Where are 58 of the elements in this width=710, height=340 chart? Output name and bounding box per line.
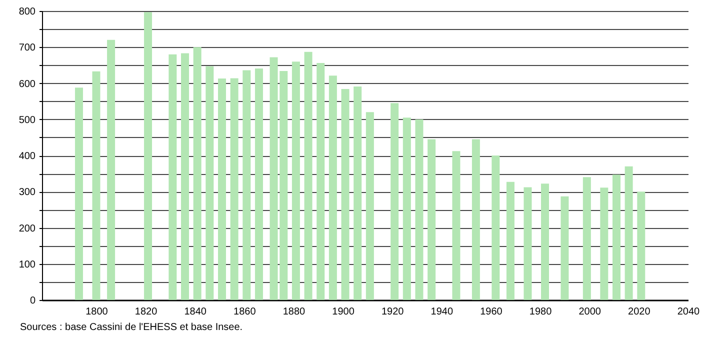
bar xyxy=(230,78,238,300)
bar xyxy=(168,54,177,300)
x-tick-label: 1920 xyxy=(381,306,404,318)
bar xyxy=(74,88,83,300)
bar xyxy=(492,156,500,300)
bar xyxy=(206,66,214,300)
bar xyxy=(524,187,532,300)
bar xyxy=(304,52,312,300)
bar xyxy=(341,89,350,300)
bar xyxy=(506,182,514,300)
bar xyxy=(292,62,300,300)
y-tick-label: 300 xyxy=(18,187,36,198)
bar xyxy=(316,63,325,300)
bar xyxy=(560,196,569,300)
bar xyxy=(242,70,251,300)
bar xyxy=(402,118,411,300)
y-tick-label: 100 xyxy=(18,259,36,270)
bar xyxy=(218,78,226,300)
bar xyxy=(452,151,460,300)
x-tick-label: 1820 xyxy=(134,306,158,318)
x-tick-label: 1860 xyxy=(234,306,256,318)
bar xyxy=(600,188,608,300)
x-tick-label: 2000 xyxy=(578,306,602,318)
x-tick-label: 2040 xyxy=(677,306,700,318)
x-tick-label: 1880 xyxy=(282,306,306,318)
x-tick-label: 1800 xyxy=(86,306,108,318)
bar xyxy=(612,174,620,300)
bar xyxy=(92,71,100,300)
y-tick-label: 700 xyxy=(18,42,36,54)
y-tick-label: 0 xyxy=(30,296,36,306)
x-tick-label: 1840 xyxy=(184,306,207,318)
bar xyxy=(390,103,399,300)
bar xyxy=(193,47,202,300)
bar xyxy=(582,177,591,300)
bar xyxy=(472,139,480,300)
bar xyxy=(144,12,152,300)
bar xyxy=(354,86,362,300)
bar xyxy=(366,112,374,300)
bar xyxy=(254,68,263,300)
bar xyxy=(107,40,116,300)
y-tick-label: 400 xyxy=(18,151,36,162)
y-tick-label: 600 xyxy=(18,78,36,90)
x-tick-label: 1900 xyxy=(332,306,355,318)
bar xyxy=(624,166,633,300)
x-tick-label: 1960 xyxy=(480,306,503,318)
x-tick-label: 2020 xyxy=(628,306,651,318)
bar xyxy=(328,76,337,300)
x-tick-label: 1940 xyxy=(430,306,454,318)
source-note: Sources : base Cassini de l'EHESS et base Insee. xyxy=(20,322,243,333)
bar xyxy=(181,53,190,300)
y-tick-label: 500 xyxy=(18,114,36,126)
x-tick-label: 1980 xyxy=(529,306,552,318)
bar xyxy=(637,192,646,300)
y-tick-label: 800 xyxy=(18,6,36,18)
y-tick-label: 200 xyxy=(18,223,36,234)
bar xyxy=(415,119,424,300)
bar xyxy=(540,184,549,300)
bar xyxy=(428,139,436,300)
